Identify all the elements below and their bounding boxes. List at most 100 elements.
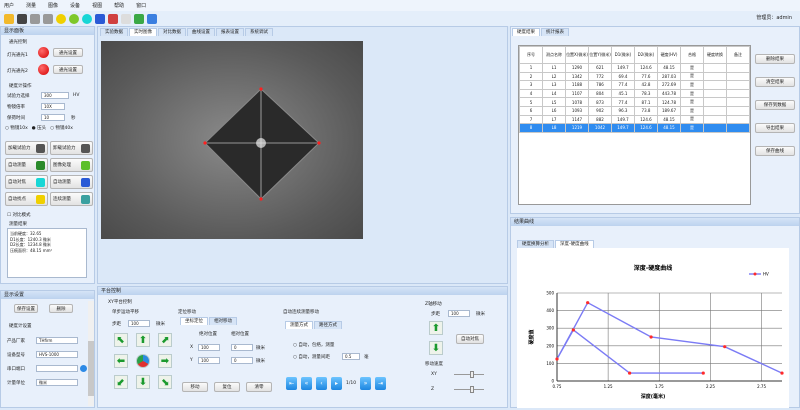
z-down-button[interactable]: ⬇ bbox=[429, 341, 443, 355]
radio-objective-10x[interactable]: ○ 物镜10x bbox=[5, 126, 28, 131]
setting-select[interactable]: HVS-1000 bbox=[36, 351, 78, 358]
measure-icon[interactable] bbox=[108, 13, 118, 24]
light2-indicator[interactable] bbox=[38, 64, 49, 75]
up-left-arrow-button[interactable]: ⬉ bbox=[114, 333, 128, 347]
up-right-arrow-button[interactable]: ⬈ bbox=[158, 333, 172, 347]
globe-icon[interactable] bbox=[147, 13, 157, 24]
tab-center[interactable]: 报表设置 bbox=[216, 28, 244, 36]
data-point[interactable] bbox=[701, 371, 705, 375]
down-right-arrow-button[interactable]: ⬊ bbox=[158, 375, 172, 389]
target-icon[interactable] bbox=[56, 13, 66, 24]
tab-center[interactable]: 曲线设置 bbox=[187, 28, 215, 36]
left-action-button[interactable]: 连续测量 bbox=[50, 192, 93, 206]
tab-results[interactable]: 统计报表 bbox=[541, 28, 569, 36]
pencil-icon[interactable] bbox=[95, 13, 105, 24]
spacing-input[interactable]: 0.5 bbox=[342, 353, 360, 360]
left-action-button[interactable]: 自动测量 bbox=[5, 158, 48, 172]
column-header[interactable]: D2(微米) bbox=[634, 46, 658, 64]
first-page-icon[interactable]: ⇤ bbox=[286, 377, 297, 390]
column-header[interactable]: 硬度转换 bbox=[703, 46, 727, 64]
left-action-button[interactable]: 卸载试验力 bbox=[50, 141, 93, 155]
move-button[interactable]: 移动 bbox=[182, 382, 208, 392]
autofocus-button[interactable]: 自动对焦 bbox=[456, 334, 484, 344]
data-point[interactable] bbox=[780, 371, 784, 375]
tab-relative[interactable]: 相对移动 bbox=[209, 317, 237, 325]
tab-coordinate[interactable]: 坐标定位 bbox=[180, 317, 208, 325]
left-action-button[interactable]: 加载试验力 bbox=[5, 141, 48, 155]
save-icon[interactable] bbox=[17, 13, 27, 24]
column-header[interactable]: 序号 bbox=[519, 46, 543, 64]
results-side-button[interactable]: 导出结果 bbox=[755, 123, 795, 133]
menu-item[interactable]: 用户 bbox=[4, 3, 15, 9]
table-row[interactable]: 5 L5 1078 873 77.4 87.1 124.78 是 bbox=[519, 97, 750, 107]
square-focus-icon[interactable] bbox=[82, 13, 92, 24]
delete-button[interactable]: 删除 bbox=[49, 304, 73, 313]
objective-input[interactable]: 10X bbox=[41, 103, 65, 110]
column-header[interactable]: 测点名称 bbox=[542, 46, 566, 64]
dwell-input[interactable]: 10 bbox=[41, 114, 65, 121]
tab-path-mode[interactable]: 路径方式 bbox=[314, 321, 342, 329]
refresh-icon[interactable] bbox=[69, 13, 79, 24]
results-side-button[interactable]: 保存曲线 bbox=[755, 146, 795, 156]
column-header[interactable]: 合格 bbox=[680, 46, 704, 64]
force-select[interactable]: 300 bbox=[41, 92, 69, 99]
frame-icon[interactable] bbox=[121, 13, 131, 24]
menu-item[interactable]: 设备 bbox=[70, 3, 81, 9]
data-point[interactable] bbox=[586, 301, 590, 305]
light1-button[interactable]: 通光设置 bbox=[53, 48, 83, 57]
table-row[interactable]: 4 L4 1107 804 45.1 78.3 443.78 是 bbox=[519, 88, 750, 99]
column-header[interactable]: D1(微米) bbox=[611, 46, 635, 64]
camera-icon[interactable] bbox=[134, 13, 144, 24]
table-row[interactable]: 8 L8 1219 1042 149.7 124.6 48.15 是 bbox=[519, 123, 750, 133]
menu-item[interactable]: 图像 bbox=[48, 3, 59, 9]
data-point[interactable] bbox=[555, 357, 559, 361]
y-rel-input[interactable]: 0 bbox=[231, 357, 253, 364]
setting-select[interactable]: 微米 bbox=[36, 379, 78, 386]
clear-button[interactable]: 清零 bbox=[246, 382, 272, 392]
left-action-button[interactable]: 自动对焦 bbox=[5, 175, 48, 189]
live-image[interactable] bbox=[101, 41, 363, 239]
y-abs-input[interactable]: 100 bbox=[198, 357, 220, 364]
light1-indicator[interactable] bbox=[38, 47, 49, 58]
light2-button[interactable]: 通光设置 bbox=[53, 65, 83, 74]
results-side-button[interactable]: 清空结果 bbox=[755, 77, 795, 87]
down-arrow-button[interactable]: ⬇ bbox=[136, 375, 150, 389]
menu-item[interactable]: 窗口 bbox=[136, 3, 147, 9]
setting-select[interactable]: THfirm bbox=[36, 337, 78, 344]
download-icon[interactable] bbox=[30, 13, 40, 24]
column-header[interactable]: 位置Y(微米) bbox=[588, 46, 612, 64]
prev-page-icon[interactable]: « bbox=[301, 377, 312, 390]
setting-select[interactable] bbox=[36, 365, 78, 372]
left-action-button[interactable]: 自动测量 bbox=[50, 175, 93, 189]
up-arrow-button[interactable]: ⬆ bbox=[136, 333, 150, 347]
menu-item[interactable]: 测量 bbox=[26, 3, 37, 9]
last-page-icon[interactable]: ⇥ bbox=[375, 377, 387, 390]
z-up-button[interactable]: ⬆ bbox=[429, 321, 443, 335]
prev-icon[interactable]: ‹ bbox=[316, 377, 327, 390]
column-header[interactable]: 备注 bbox=[726, 46, 750, 64]
tab-depth-hardness[interactable]: 深度-硬度曲线 bbox=[555, 240, 594, 248]
tab-measure-mode[interactable]: 测量方式 bbox=[285, 321, 313, 329]
results-side-button[interactable]: 删除结果 bbox=[755, 54, 795, 64]
data-point[interactable] bbox=[628, 371, 632, 375]
down-left-arrow-button[interactable]: ⬋ bbox=[114, 375, 128, 389]
step-input[interactable]: 100 bbox=[128, 320, 150, 327]
x-rel-input[interactable]: 0 bbox=[231, 344, 253, 351]
scrollbar[interactable] bbox=[88, 301, 94, 406]
radio-indenter[interactable]: ● 压头 bbox=[31, 126, 47, 131]
data-point[interactable] bbox=[571, 328, 575, 332]
left-action-button[interactable]: 图像处理 bbox=[50, 158, 93, 172]
next-page-icon[interactable]: » bbox=[360, 377, 372, 390]
table-row[interactable]: 7 L7 1147 882 149.7 124.6 48.15 是 bbox=[519, 114, 750, 125]
table-row[interactable]: 2 L2 1342 772 69.4 77.6 287.03 是 bbox=[519, 71, 750, 82]
x-abs-input[interactable]: 100 bbox=[198, 344, 220, 351]
tab-center[interactable]: 实时图像 bbox=[129, 28, 157, 36]
table-row[interactable]: 6 L6 1093 902 96.3 73.8 189.67 是 bbox=[519, 105, 750, 116]
tab-conversion[interactable]: 硬度换算分析 bbox=[517, 240, 554, 248]
speed-z-slider[interactable] bbox=[454, 386, 484, 393]
auto-option-1[interactable]: ○ 自动，包络，测量 bbox=[293, 343, 335, 348]
column-header[interactable]: 硬度(HV) bbox=[657, 46, 681, 64]
results-side-button[interactable]: 保存到数据 bbox=[755, 100, 795, 110]
compare-mode-checkbox[interactable]: ☐ 对比模式 bbox=[7, 213, 31, 218]
connect-icon[interactable] bbox=[80, 365, 87, 372]
